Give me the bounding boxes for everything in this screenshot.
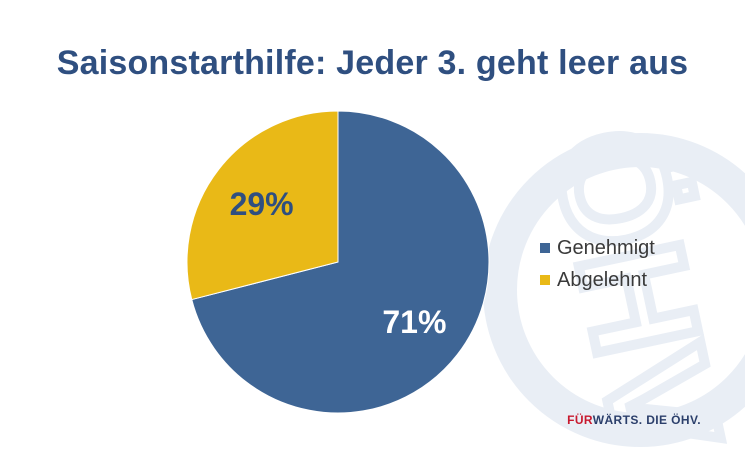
legend-swatch-abgelehnt [540,275,550,285]
footer-slogan-rest: WÄRTS. DIE ÖHV. [592,413,701,427]
chart-legend: Genehmigt Abgelehnt [540,232,655,296]
legend-label-genehmigt: Genehmigt [557,236,655,259]
pie-slice-genehmigt [191,110,490,414]
legend-swatch-genehmigt [540,243,550,253]
pie-label-genehmigt: 71% [382,304,446,340]
pie-label-abgelehnt: 29% [230,186,294,222]
pie-slice-abgelehnt [186,110,339,301]
legend-label-abgelehnt: Abgelehnt [557,268,648,291]
legend-item-genehmigt: Genehmigt [540,232,655,264]
footer-slogan: FÜRWÄRTS. DIE ÖHV. [567,413,701,427]
footer-slogan-accent: FÜR [567,413,593,427]
legend-item-abgelehnt: Abgelehnt [540,264,655,296]
slide-title: Saisonstarthilfe: Jeder 3. geht leer aus [56,44,689,82]
